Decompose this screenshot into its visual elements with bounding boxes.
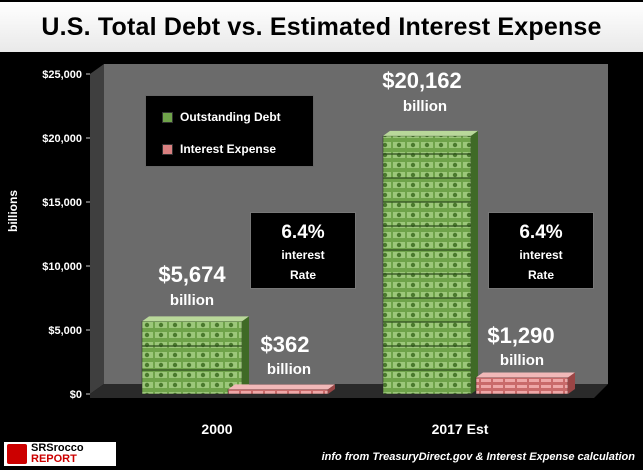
rate-box-line1: interest <box>281 248 325 262</box>
y-tick-label: $25,000 <box>42 69 82 81</box>
bar-interest-expense-2017-est <box>475 372 575 395</box>
bar-interest-expense-2000 <box>227 384 335 395</box>
legend: Outstanding Debt Interest Expense <box>145 95 314 167</box>
bar-outstanding-debt-2000 <box>141 316 249 395</box>
x-tick-label: 2000 <box>201 421 232 437</box>
debt-2017-value-label: $20,162 <box>382 68 462 93</box>
legend-label-interest: Interest Expense <box>180 142 277 156</box>
bar-group <box>141 130 575 395</box>
x-tick-label: 2017 Est <box>432 421 489 437</box>
legend-swatch-debt <box>162 111 173 123</box>
debt-2017-unit-label: billion <box>403 98 447 115</box>
legend-swatch-interest <box>162 143 173 155</box>
legend-item-outstanding-debt: Outstanding Debt <box>162 110 281 124</box>
debt-2000-unit-label: billion <box>170 292 214 309</box>
interest-2017-unit-label: billion <box>500 352 544 369</box>
rate-box-2000: 6.4% interest Rate <box>250 212 356 289</box>
rate-box-line2: Rate <box>289 268 316 282</box>
debt-2000-value-label: $5,674 <box>158 262 226 287</box>
logo-mark-icon <box>7 444 27 464</box>
source-note: info from TreasuryDirect.gov & Interest … <box>321 451 635 463</box>
y-tick-label: $5,000 <box>48 325 82 337</box>
value-labels: $5,674 billion $362 billion $20,162 bill… <box>158 68 554 378</box>
y-tick-label: $10,000 <box>42 261 82 273</box>
rate-box-percent: 6.4% <box>519 222 563 243</box>
rate-box-percent: 6.4% <box>281 222 325 243</box>
y-axis: $0 $5,000 $10,000 $15,000 $20,000 $25,000 <box>42 69 90 401</box>
y-tick-label: $0 <box>70 389 82 401</box>
chart-title: U.S. Total Debt vs. Estimated Interest E… <box>0 2 643 52</box>
rate-box-2017: 6.4% interest Rate <box>488 212 594 289</box>
interest-2017-value-label: $1,290 <box>487 323 554 348</box>
y-tick-label: $15,000 <box>42 197 82 209</box>
rate-box-line1: interest <box>519 248 563 262</box>
legend-item-interest-expense: Interest Expense <box>162 142 276 156</box>
x-axis: 2000 2017 Est <box>201 421 488 437</box>
y-tick-label: $20,000 <box>42 133 82 145</box>
logo-bottom-text: REPORT <box>31 453 77 465</box>
srsrocco-logo: SRSrocco REPORT <box>4 442 116 466</box>
y-axis-label: billions <box>6 190 20 232</box>
rate-box-line2: Rate <box>527 268 554 282</box>
legend-label-debt: Outstanding Debt <box>180 110 281 124</box>
left-wall <box>90 64 104 394</box>
bar-outstanding-debt-2017-est <box>382 130 478 395</box>
interest-2000-unit-label: billion <box>267 361 311 378</box>
interest-2000-value-label: $362 <box>261 332 310 357</box>
logo-top-text: SRSrocco <box>31 442 84 454</box>
